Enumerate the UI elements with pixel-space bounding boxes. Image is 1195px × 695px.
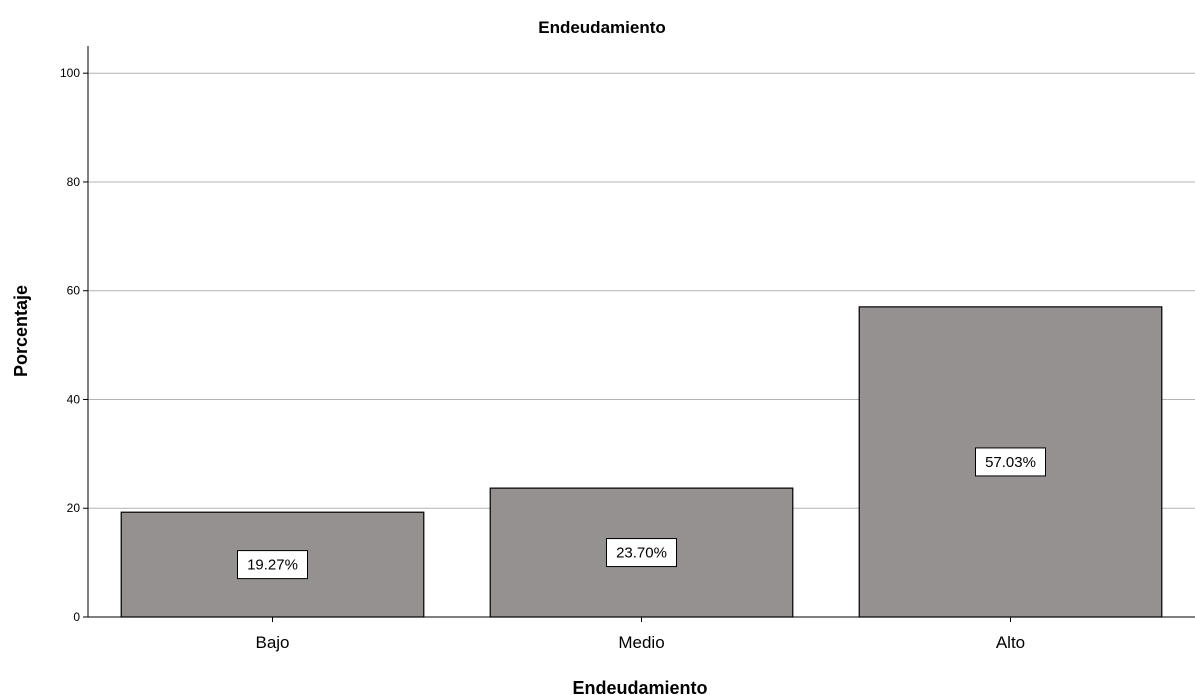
x-axis: Bajo Medio Alto [88, 616, 1195, 652]
y-tick-label: 100 [60, 66, 80, 80]
x-axis-title: Endeudamiento [572, 678, 707, 695]
data-label: 23.70% [616, 545, 667, 562]
y-tick-label: 0 [73, 610, 80, 624]
y-tick-label: 60 [67, 284, 81, 298]
data-label-box [975, 447, 1046, 477]
y-axis: 0 20 40 60 80 100 [60, 46, 89, 624]
y-tick-label: 20 [67, 501, 81, 515]
bars: 19.27% 23.70% 57.03% [120, 306, 1163, 618]
chart-title: Endeudamiento [538, 18, 666, 37]
x-tick-label: Bajo [255, 633, 289, 652]
data-label-box [606, 538, 677, 568]
data-label-box [237, 550, 308, 580]
data-label: 19.27% [247, 557, 298, 574]
x-tick-label: Medio [618, 633, 664, 652]
y-tick-label: 40 [67, 392, 81, 406]
x-tick-label: Alto [996, 633, 1025, 652]
y-axis-title: Porcentaje [11, 285, 31, 377]
y-tick-label: 80 [67, 175, 81, 189]
data-label: 57.03% [985, 454, 1036, 471]
